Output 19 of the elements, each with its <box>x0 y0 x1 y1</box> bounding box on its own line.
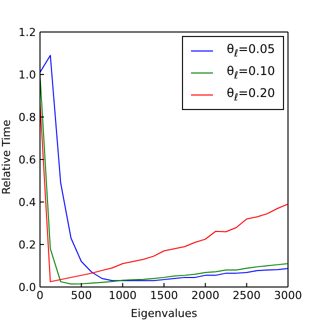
x-tick-label: 1000 <box>108 288 137 302</box>
x-axis-title: Eigenvalues <box>130 307 198 320</box>
y-tick-label: 1.2 <box>18 26 36 39</box>
x-tick-label: 0 <box>36 288 44 302</box>
legend-label: θ$_{ℓ}$=0.20 <box>226 86 275 104</box>
y-tick-label: 0.8 <box>18 110 36 124</box>
y-tick-label: 0.6 <box>18 153 36 166</box>
y-axis-title: Relative Time <box>0 119 13 194</box>
y-tick-label: 1.0 <box>18 68 36 82</box>
y-tick-label: 0.0 <box>18 280 36 294</box>
x-tick-label: 1500 <box>150 288 178 302</box>
x-tick-label: 2500 <box>232 288 261 302</box>
legend-label: θ$_{ℓ}$=0.05 <box>226 42 275 60</box>
x-tick-label: 500 <box>70 288 92 302</box>
y-tick-label: 0.4 <box>18 196 36 209</box>
y-tick-label: 0.2 <box>18 238 36 252</box>
x-tick-label: 2000 <box>191 288 220 302</box>
legend-label: θ$_{ℓ}$=0.10 <box>226 64 275 82</box>
x-tick-label: 3000 <box>274 288 302 302</box>
